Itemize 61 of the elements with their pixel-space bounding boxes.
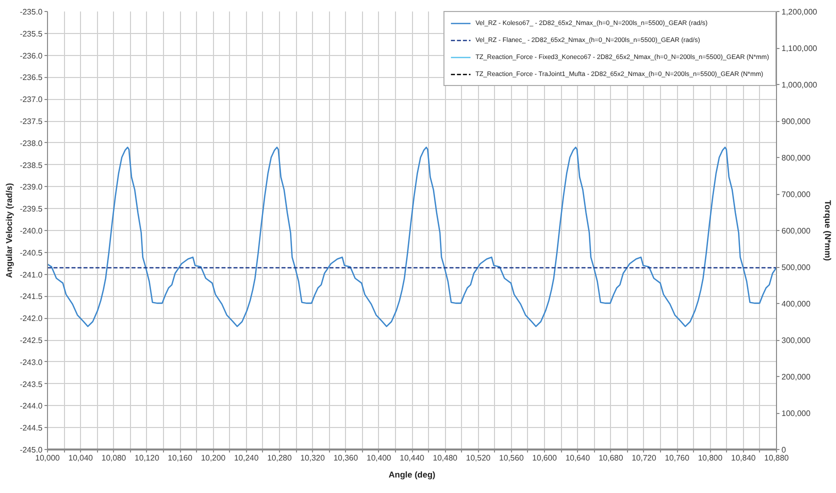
x-tick-label: 10,440 — [400, 454, 425, 462]
x-tick-label: 10,800 — [698, 454, 724, 462]
x-tick-label: 10,840 — [731, 454, 756, 462]
y2-tick-label: 800,000 — [782, 154, 811, 162]
x-tick-label: 10,880 — [764, 454, 790, 462]
x-tick-label: 10,760 — [664, 454, 690, 462]
y-tick-label: -237.0 — [20, 95, 44, 104]
y2-tick-label: 0 — [782, 446, 786, 454]
y-tick-label: -235.0 — [20, 8, 44, 16]
x-tick-label: 10,600 — [532, 454, 558, 462]
x-tick-label: 10,680 — [598, 454, 624, 462]
x-tick-label: 10,280 — [267, 454, 292, 462]
x-tick-label: 10,720 — [632, 454, 657, 462]
y-tick-label: -236.5 — [20, 73, 44, 82]
y-tick-label: -239.0 — [20, 182, 44, 192]
y-tick-label: -244.5 — [20, 424, 44, 433]
x-tick-label: 10,400 — [366, 454, 392, 462]
x-tick-label: 10,160 — [168, 454, 193, 462]
y2-tick-label: 600,000 — [782, 226, 811, 236]
y-tick-label: -235.5 — [20, 29, 44, 38]
x-tick-label: 10,080 — [102, 454, 127, 462]
x-axis-title: Angle (deg) — [388, 470, 436, 480]
y-tick-label: -242.0 — [20, 314, 44, 324]
x-tick-label: 10,640 — [565, 454, 590, 462]
x-tick-label: 10,520 — [466, 454, 492, 462]
y-tick-label: -242.5 — [20, 336, 44, 345]
x-tick-label: 10,200 — [200, 454, 226, 462]
x-tick-label: 10,120 — [134, 454, 160, 462]
y-axis-title: Angular Velocity (rad/s) — [4, 182, 14, 278]
x-tick-label: 10,000 — [35, 454, 60, 462]
y2-tick-label: 1,100,000 — [782, 44, 818, 53]
y-tick-label: -244.0 — [20, 402, 44, 411]
y-tick-label: -238.0 — [20, 138, 44, 148]
y-tick-label: -239.5 — [20, 204, 44, 214]
y2-tick-label: 200,000 — [782, 372, 811, 382]
y-tick-label: -240.5 — [20, 248, 44, 258]
x-tick-label: 10,560 — [499, 454, 524, 462]
x-tick-label: 10,360 — [333, 454, 359, 462]
y2-tick-label: 1,200,000 — [782, 8, 818, 16]
y2-tick-label: 900,000 — [782, 117, 811, 126]
y2-axis-title: Torque (N*mm) — [823, 200, 834, 262]
y2-tick-label: 100,000 — [782, 409, 811, 418]
y-tick-label: -241.0 — [20, 270, 44, 280]
x-tick-label: 10,320 — [300, 454, 326, 462]
y-tick-label: -241.5 — [20, 292, 44, 302]
x-tick-label: 10,040 — [68, 454, 94, 462]
line-series — [48, 146, 776, 328]
x-tick-label: 10,240 — [234, 454, 260, 462]
y-tick-label: -236.0 — [20, 51, 44, 60]
y-tick-label: -240.0 — [20, 226, 44, 236]
y-tick-label: -243.5 — [20, 380, 44, 389]
y-tick-label: -237.5 — [20, 117, 44, 126]
y2-tick-label: 1,000,000 — [782, 80, 818, 90]
y2-tick-label: 300,000 — [782, 336, 811, 345]
y-tick-label: -238.5 — [20, 160, 44, 170]
y2-tick-label: 500,000 — [782, 263, 811, 272]
x-tick-label: 10,480 — [432, 454, 458, 462]
y2-tick-label: 400,000 — [782, 300, 811, 308]
y2-tick-label: 700,000 — [782, 190, 811, 199]
y-tick-label: -243.0 — [20, 358, 44, 367]
y-tick-label: -245.0 — [20, 446, 44, 454]
